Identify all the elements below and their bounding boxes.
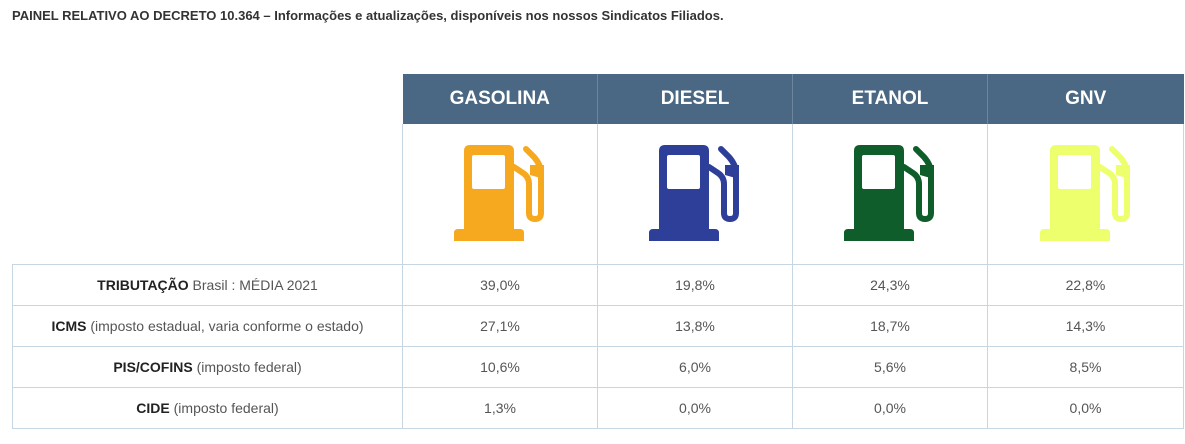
icon-cell-gasolina (402, 124, 598, 265)
table-cell: 6,0% (597, 346, 793, 388)
table-cell: 14,3% (987, 305, 1184, 347)
icon-cell-diesel (597, 124, 793, 265)
row-label-bold: TRIBUTAÇÃO (97, 277, 189, 293)
row-label: TRIBUTAÇÃO Brasil : MÉDIA 2021 (12, 264, 403, 306)
row-label-bold: PIS/COFINS (113, 359, 193, 375)
fuel-pump-icon (1039, 145, 1130, 241)
table-cell: 10,6% (402, 346, 598, 388)
table-cell: 1,3% (402, 387, 598, 429)
fuel-pump-icon (649, 145, 739, 241)
column-header-etanol: ETANOL (792, 74, 988, 124)
table-row: ICMS (imposto estadual, varia conforme o… (12, 305, 1184, 347)
icon-row (12, 124, 1184, 265)
table-cell: 27,1% (402, 305, 598, 347)
table-cell: 0,0% (987, 387, 1184, 429)
table-corner (12, 74, 403, 124)
row-label: PIS/COFINS (imposto federal) (12, 346, 403, 388)
table-header-row: GASOLINA DIESEL ETANOL GNV (12, 74, 1184, 124)
row-label-detail: (imposto federal) (169, 400, 279, 416)
icon-cell-gnv (987, 124, 1184, 265)
table-row: CIDE (imposto federal) 1,3% 0,0% 0,0% 0,… (12, 387, 1184, 429)
icon-row-corner (12, 124, 403, 265)
row-label-detail: (imposto estadual, varia conforme o esta… (86, 318, 364, 334)
fuel-pump-icon (844, 145, 934, 241)
table-cell: 22,8% (987, 264, 1184, 306)
table-cell: 18,7% (792, 305, 988, 347)
row-label-bold: CIDE (136, 400, 170, 416)
table-row: TRIBUTAÇÃO Brasil : MÉDIA 2021 39,0% 19,… (12, 264, 1184, 306)
column-header-diesel: DIESEL (597, 74, 793, 124)
table-cell: 39,0% (402, 264, 598, 306)
row-label: CIDE (imposto federal) (12, 387, 403, 429)
column-header-gasolina: GASOLINA (402, 74, 598, 124)
fuel-tax-table: GASOLINA DIESEL ETANOL GNV TRIBUTAÇÃO Br… (12, 74, 1184, 429)
table-row: PIS/COFINS (imposto federal) 10,6% 6,0% … (12, 346, 1184, 388)
icon-cell-etanol (792, 124, 988, 265)
table-cell: 0,0% (792, 387, 988, 429)
column-header-gnv: GNV (987, 74, 1184, 124)
table-cell: 0,0% (597, 387, 793, 429)
table-cell: 13,8% (597, 305, 793, 347)
page-title: PAINEL RELATIVO AO DECRETO 10.364 – Info… (12, 8, 724, 23)
row-label-detail: Brasil : MÉDIA 2021 (188, 277, 318, 293)
fuel-pump-icon (454, 145, 544, 241)
row-label-bold: ICMS (51, 318, 87, 334)
table-cell: 24,3% (792, 264, 988, 306)
table-cell: 5,6% (792, 346, 988, 388)
row-label: ICMS (imposto estadual, varia conforme o… (12, 305, 403, 347)
table-cell: 19,8% (597, 264, 793, 306)
table-cell: 8,5% (987, 346, 1184, 388)
row-label-detail: (imposto federal) (192, 359, 302, 375)
